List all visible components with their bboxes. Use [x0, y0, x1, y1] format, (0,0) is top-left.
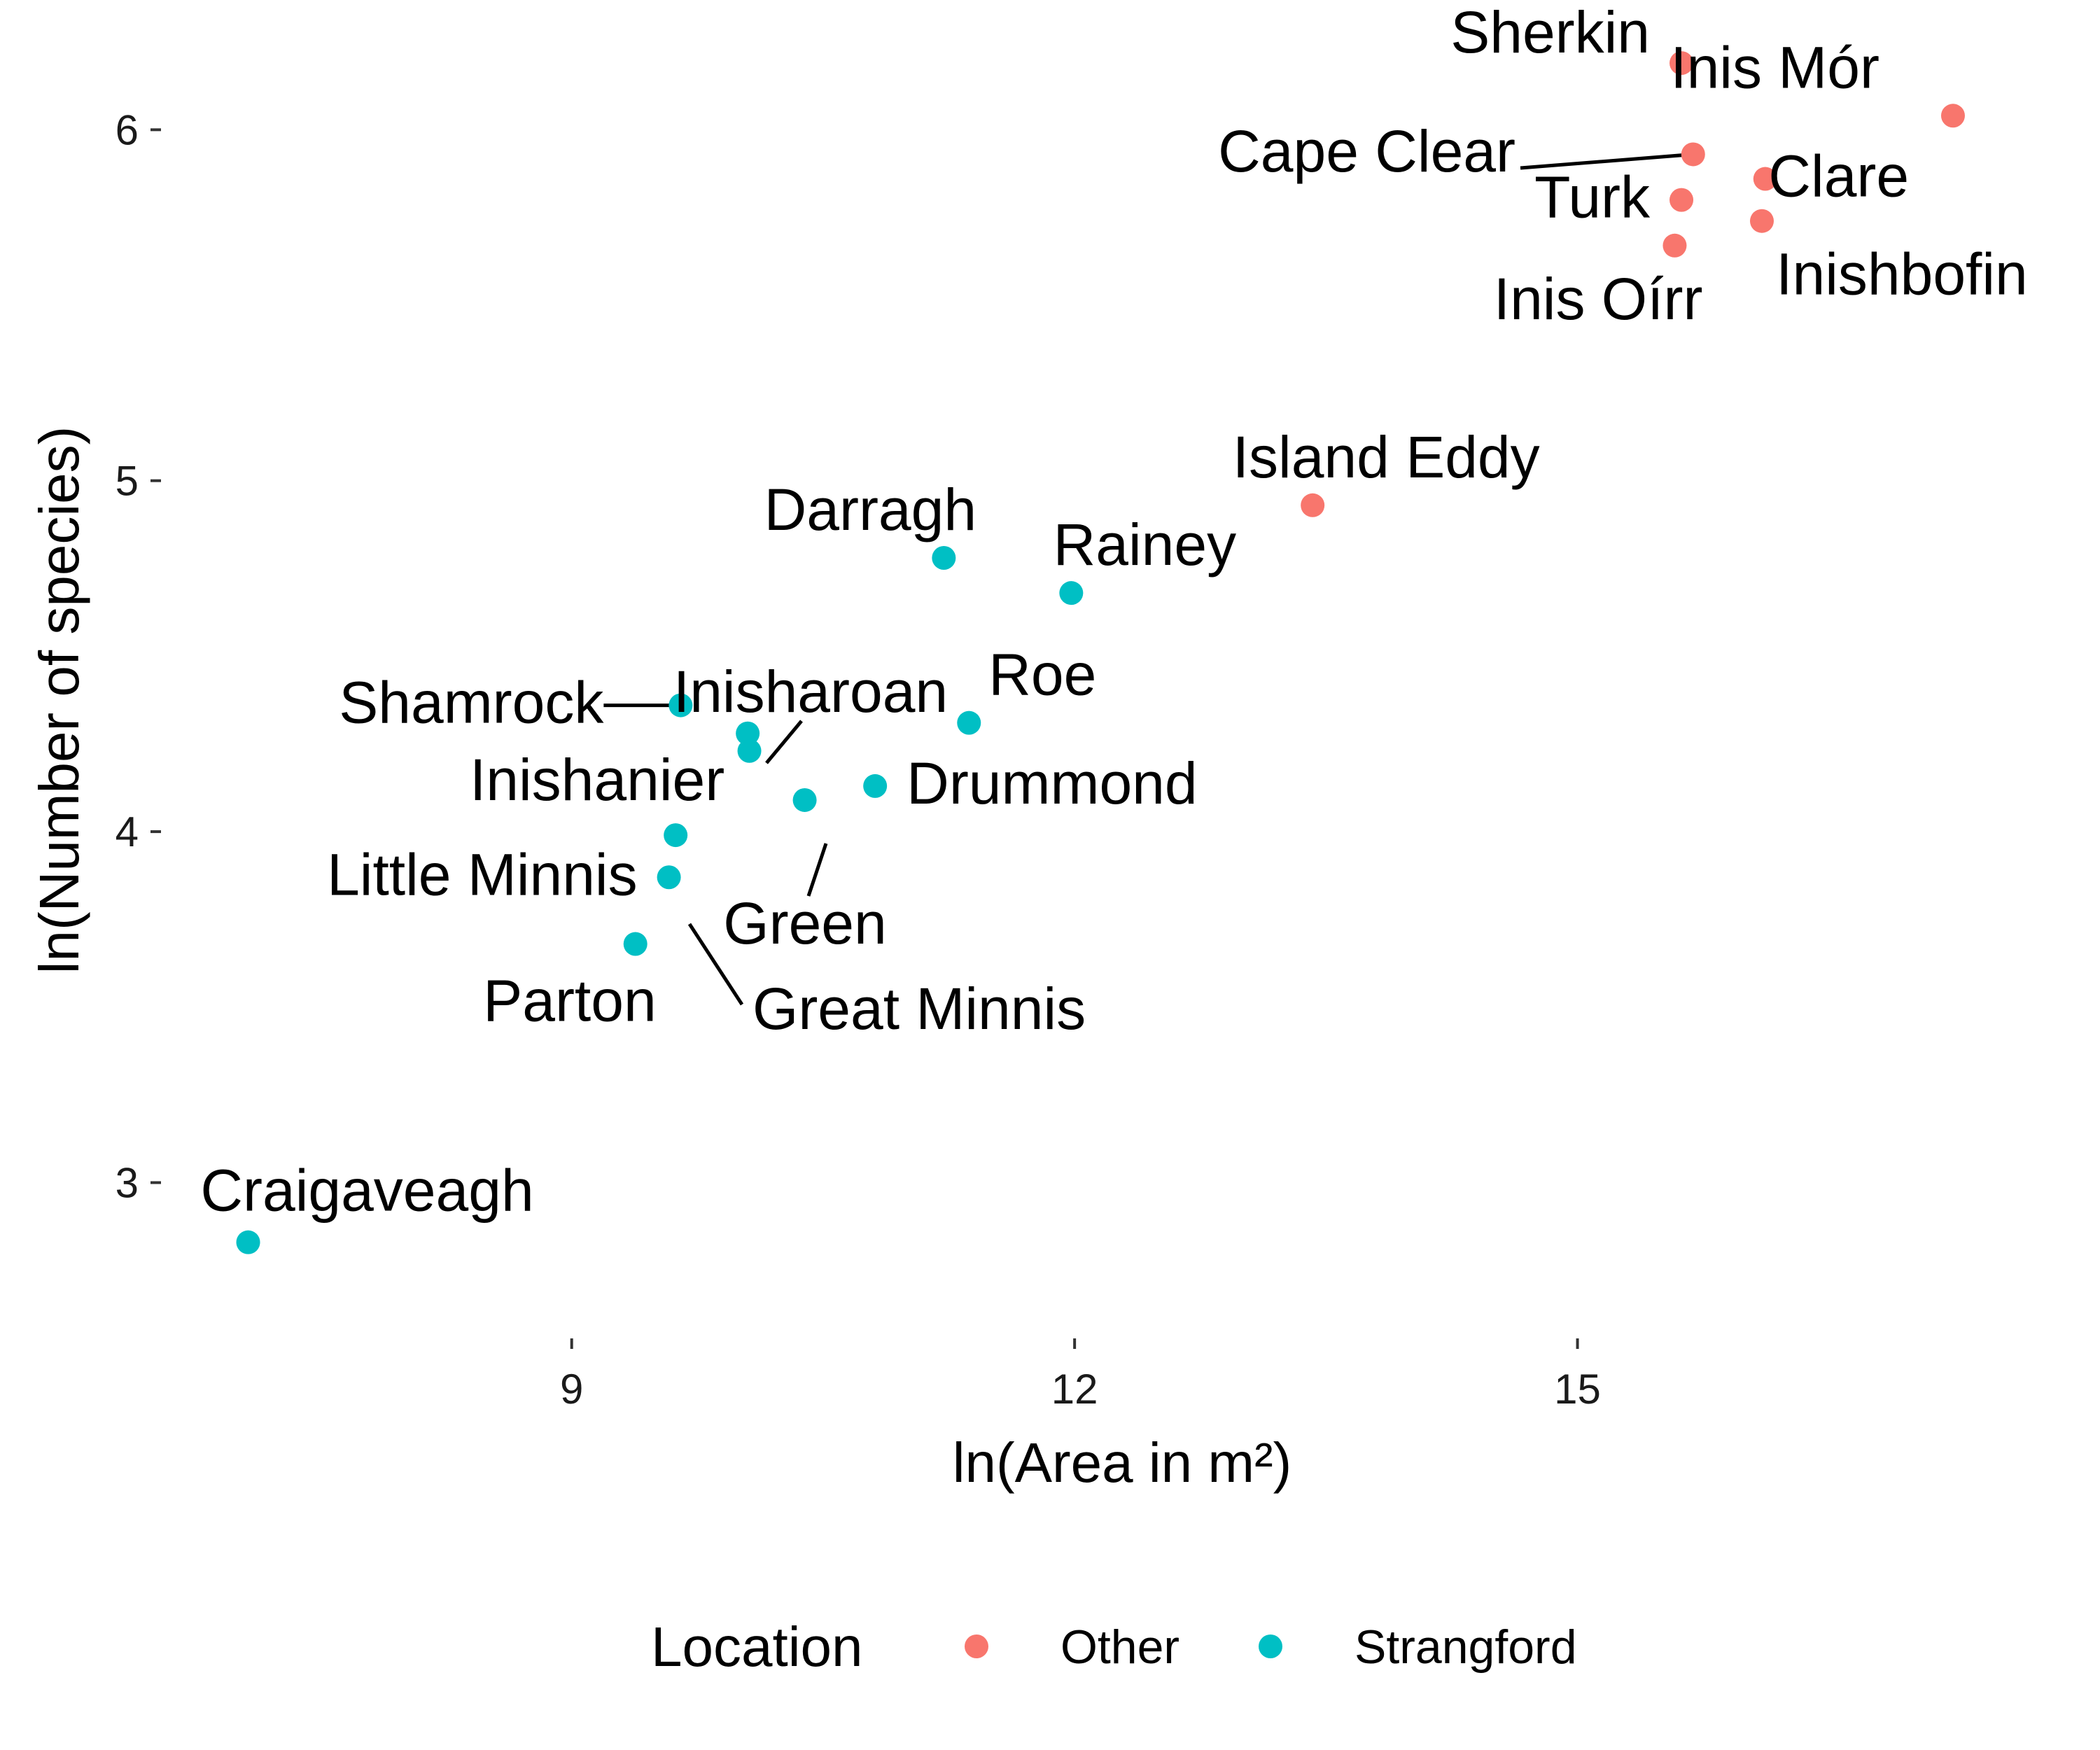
point-inis-o-rr	[1662, 233, 1687, 258]
data-points	[236, 51, 1965, 1254]
x-axis-title: ln(Area in m²)	[953, 1432, 1292, 1494]
label-darragh: Darragh	[764, 477, 976, 542]
label-island-eddy: Island Eddy	[1233, 424, 1540, 490]
point-parton	[623, 932, 648, 956]
connector-inisharoan	[765, 720, 803, 764]
y-tick-label: 4	[115, 808, 139, 855]
label-clare: Clare	[1768, 144, 1909, 209]
label-great-minnis: Great Minnis	[752, 976, 1086, 1042]
point-clare	[1753, 167, 1777, 191]
label-parton: Parton	[483, 968, 657, 1034]
y-tick-label: 5	[115, 458, 139, 505]
label-sherkin: Sherkin	[1450, 0, 1650, 65]
y-axis-title: ln(Number of species)	[28, 426, 90, 974]
legend: Location Other Strangford	[651, 1616, 1577, 1678]
point-turk	[1670, 188, 1694, 212]
label-roe: Roe	[988, 642, 1096, 708]
point-labels: Sherkin Inis Mór Cape Clear Clare Turk Inishb…	[200, 0, 2027, 1224]
x-tick-label: 9	[560, 1366, 583, 1413]
point-green	[792, 788, 817, 812]
point-little-minnis	[657, 865, 681, 890]
legend-key-other	[965, 1634, 988, 1658]
point-drummond	[863, 774, 888, 798]
point-island-eddy	[1301, 493, 1325, 517]
legend-title: Location	[651, 1616, 862, 1678]
label-inis-m-r: Inis Mór	[1670, 34, 1879, 100]
label-inisharoan: Inisharoan	[673, 659, 948, 724]
label-shamrock: Shamrock	[339, 670, 604, 736]
axis-ticks: 9 12 15 3 4 5 6	[115, 106, 1601, 1413]
x-tick-label: 15	[1554, 1366, 1601, 1413]
legend-label-other: Other	[1060, 1620, 1180, 1674]
point-sherkin	[1670, 51, 1694, 76]
connector-great-minnis	[687, 923, 744, 1006]
point-roe	[957, 710, 981, 735]
y-tick-label: 6	[115, 106, 139, 153]
legend-label-strangford: Strangford	[1354, 1620, 1577, 1674]
point-inishbofin	[1749, 209, 1774, 233]
point-inishanier	[664, 823, 688, 848]
y-tick-label: 3	[115, 1159, 139, 1206]
label-turk: Turk	[1534, 164, 1651, 230]
label-green: Green	[723, 890, 886, 956]
label-inishanier: Inishanier	[470, 747, 724, 813]
point-shamrock	[668, 693, 693, 718]
label-connectors	[603, 152, 1693, 1006]
point-great-minnis	[737, 738, 762, 763]
point-inisharoan	[736, 721, 760, 746]
point-cape-clear	[1681, 142, 1705, 167]
point-craigaveagh	[236, 1230, 260, 1254]
label-little-minnis: Little Minnis	[327, 841, 638, 907]
x-tick-label: 12	[1051, 1366, 1098, 1413]
point-darragh	[932, 546, 956, 570]
label-rainey: Rainey	[1054, 512, 1236, 578]
point-inis-m-r	[1940, 104, 1965, 128]
label-cape-clear: Cape Clear	[1218, 118, 1516, 184]
point-rainey	[1059, 581, 1084, 606]
label-craigaveagh: Craigaveagh	[200, 1158, 533, 1224]
connector-green	[806, 843, 828, 897]
connector-cape-clear	[1520, 152, 1693, 170]
label-inishbofin: Inishbofin	[1776, 241, 2028, 307]
legend-key-strangford	[1259, 1634, 1282, 1658]
label-inis-o-rr: Inis Oírr	[1494, 266, 1703, 332]
label-drummond: Drummond	[906, 750, 1197, 816]
